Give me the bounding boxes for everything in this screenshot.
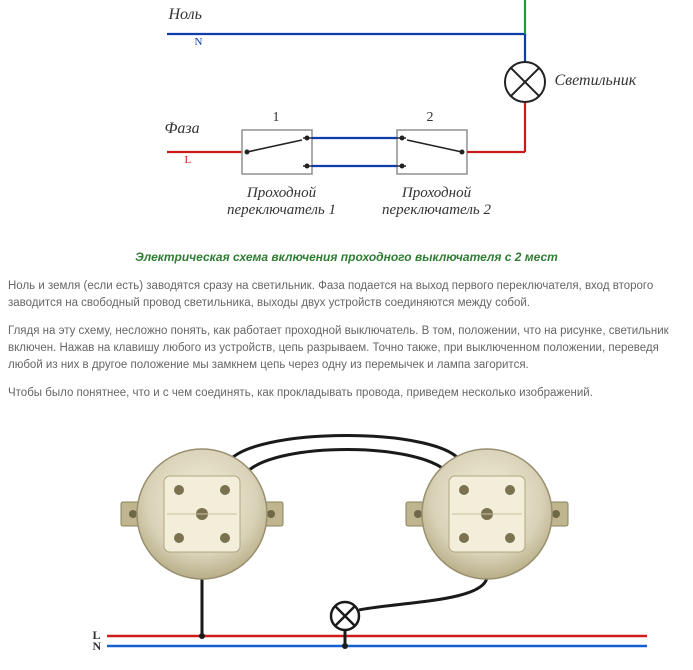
switch1-box <box>242 130 312 174</box>
wire-traveller-1 <box>247 450 447 473</box>
paragraph-1: Ноль и земля (если есть) заводятся сразу… <box>8 278 685 311</box>
switch2-photo <box>406 449 568 579</box>
paragraph-3: Чтобы было понятнее, что и с чем соединя… <box>8 385 685 402</box>
label-sw1-num: 1 <box>273 110 280 126</box>
switch1-photo <box>121 449 283 579</box>
label-null: Ноль <box>169 6 202 24</box>
paragraph-2: Глядя на эту схему, несложно понять, как… <box>8 323 685 373</box>
label-sw2-num: 2 <box>427 110 434 126</box>
label-switch1: Проходной переключатель 1 <box>207 185 357 219</box>
wiring-schematic: Ноль N Фаза L 1 2 Проходной переключател… <box>67 0 627 240</box>
label-l-letter: L <box>185 154 193 166</box>
wire-sw2-to-lamp <box>359 576 487 610</box>
label-phase: Фаза <box>165 120 200 138</box>
label-rail-n: N <box>93 639 102 654</box>
label-switch2: Проходной переключатель 2 <box>362 185 512 219</box>
label-n-letter: N <box>195 36 204 48</box>
switch2-box <box>397 130 467 174</box>
label-lamp: Светильник <box>555 72 637 90</box>
caption: Электрическая схема включения проходного… <box>8 250 685 264</box>
wiring-photo: L N <box>47 414 647 654</box>
